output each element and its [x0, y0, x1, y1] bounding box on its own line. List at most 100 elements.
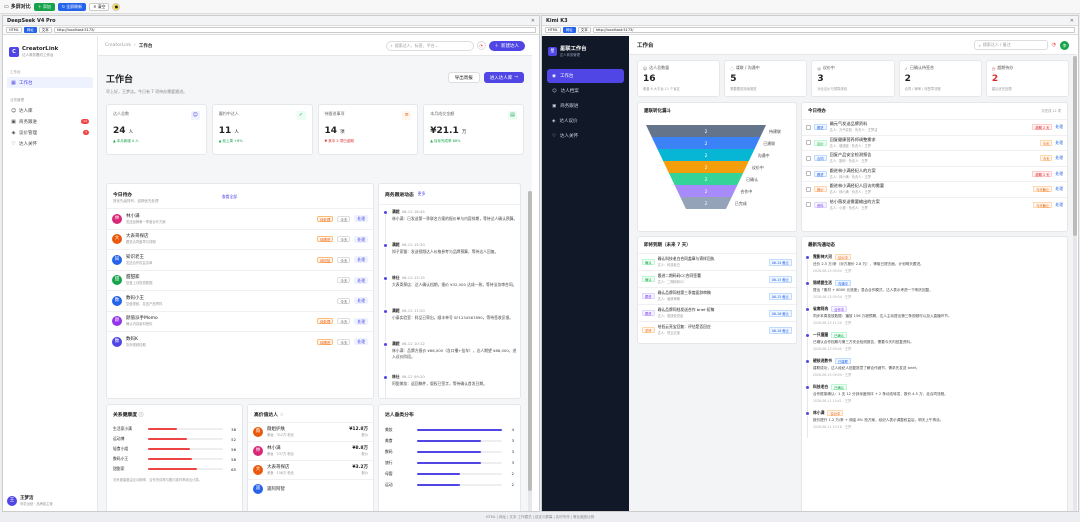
handle-button[interactable]: 处理	[354, 235, 368, 243]
todo-checkbox[interactable]	[806, 202, 811, 208]
todo-row[interactable]: 跟进 跟进林小满经纪人的方案 达人：林小满 · 负责人：王梦 超期 2 天处理	[802, 165, 1067, 182]
main-content: 工作台 ⌕ 搜索达人 / 备注 ◔ 李 ☺ 达人总数量 16 覆盖 6 大平台 11 个…	[629, 36, 1077, 511]
deadline-row[interactable]: 确认 确认科技老白合同盖章与寄样回执 达人：科技老白 06-14 截止	[638, 253, 796, 270]
todo-row[interactable]: 知知识老王 发送合作权益清单 待回复 今天 处理	[107, 249, 373, 270]
mode-html-tab[interactable]: HTML	[545, 27, 561, 33]
url-input[interactable]: http://localhost:5173/	[53, 27, 536, 33]
mode-web-tab[interactable]: 网址	[562, 27, 576, 33]
deadline-date: 06-16 截止	[768, 309, 792, 317]
todo-checkbox[interactable]	[806, 186, 811, 192]
handle-link[interactable]: 处理	[1055, 124, 1063, 130]
sidebar-item-profiles[interactable]: ☺ 达人档案	[552, 88, 579, 95]
star-icon: ☆	[279, 413, 284, 418]
todo-checkbox[interactable]	[806, 140, 811, 146]
users-icon: ☺	[190, 111, 200, 120]
sidebar-item-care[interactable]: ♡ 达人关怀	[552, 133, 579, 140]
close-icon[interactable]: ✕	[530, 17, 535, 24]
handle-button[interactable]: 处理	[354, 256, 368, 264]
handle-link[interactable]: 处理	[1055, 186, 1063, 192]
sidebar-item-creators[interactable]: ☺ 达人库	[11, 107, 33, 114]
todo-row[interactable]: 跟进 确元气发送品牌资料 达人：元气实验 · 负责人：王梦洁 超期 2 天处理	[802, 119, 1067, 135]
todo-row[interactable]: 资料 给小薇发送需要输出的方案 达人：小薇 · 负责人：王梦 今天截止 处理	[802, 196, 1067, 213]
close-icon[interactable]: ✕	[1069, 17, 1074, 24]
sidebar-item-dashboard[interactable]: ▦ 工作台	[7, 77, 93, 88]
deadline-row[interactable]: 跟进 确认品牌同档发送合作 brief 初稿 达人：健康说说话 06-16 截止	[638, 304, 796, 321]
status-badge: 待处理	[316, 215, 334, 222]
handle-button[interactable]: 处理	[354, 317, 368, 325]
deadline-row[interactable]: 跟进 确认品牌同档第三季度面辞审稿 达人：面辞审稿 06-15 截止	[638, 287, 796, 304]
todo-row[interactable]: 报价 跟进林小满经纪人回访的需要 达人：林小满 · 负责人：王梦 今天截止 处理	[802, 181, 1067, 197]
avatar: 数	[112, 295, 122, 306]
todo-checkbox[interactable]	[806, 155, 811, 161]
more-link[interactable]: 更多	[417, 191, 426, 196]
sidebar-item-negotiation[interactable]: ◈ 议价管理 3	[11, 129, 89, 136]
user-profile[interactable]: 王王梦洁 商务运营 · 品牌组主管	[7, 495, 53, 507]
deadline-row[interactable]: 确认 跟进二期码码CC合同签署 达人：二期码码CC 06-15 截止	[638, 270, 796, 287]
handle-button[interactable]: 处理	[354, 215, 368, 223]
top-creator-row[interactable]: 林林小满 美妆 · 237万 粉丝 ¥8.8万 报价	[248, 441, 373, 460]
enter-library-button[interactable]: 进入达人库 →	[483, 72, 524, 83]
quote-label: 报价	[361, 433, 368, 437]
sidebar-item-dashboard[interactable]: ◉ 工作台	[547, 69, 624, 83]
url-input[interactable]: http://localhost:5173/	[592, 27, 1075, 33]
todo-row[interactable]: 合同 回复产品安全检测报告 达人：数码 · 负责人：王梦 今天 处理	[802, 150, 1067, 166]
creator-name: 科技老白	[813, 384, 829, 389]
todo-checkbox[interactable]	[806, 171, 811, 177]
type-badge: 议价	[814, 139, 827, 146]
due-badge: 今天	[337, 297, 351, 304]
top-creator-row[interactable]: 薇薇姐护肤 美妆 · 312万 粉丝 ¥12.8万 报价	[248, 422, 373, 441]
export-report-button[interactable]: 导出周报	[447, 72, 480, 83]
mode-web-tab[interactable]: 网址	[23, 27, 37, 33]
avatar[interactable]: 李	[1060, 40, 1069, 50]
search-input[interactable]: ⌕ 搜索达人、标签、平台...	[385, 40, 474, 51]
sun-icon: ●	[114, 4, 119, 9]
refresh-all-button[interactable]: ↻ 全屏刷新	[57, 2, 87, 11]
timestamp: 2026-06-13 11:20 · 王梦	[813, 321, 852, 325]
dashboard-icon: ▦	[11, 79, 16, 86]
handle-link[interactable]: 处理	[1055, 139, 1063, 145]
avatar: 颜	[112, 316, 122, 327]
sidebar-item-care[interactable]: ♡ 达人关怀	[11, 140, 37, 147]
top-creator-row[interactable]: 大大表哥探店 美食 · 156万 粉丝 ¥3.2万 报价	[248, 460, 373, 479]
scrollbar[interactable]	[528, 191, 532, 511]
search-input[interactable]: ⌕ 搜索达人 / 备注	[973, 40, 1048, 50]
handle-link[interactable]: 处理	[1055, 155, 1063, 161]
breadcrumb[interactable]: CreatorLink	[105, 43, 132, 48]
sidebar-item-followup[interactable]: ▣ 商务跟进 14	[11, 118, 89, 125]
type-badge: 合同	[814, 155, 827, 162]
app-title: ▭ 多屏对比	[4, 3, 31, 11]
deadline-row[interactable]: 关怀 给低云亮宝回复：评估是否回应 达人：低云亮宝 06-18 截止	[638, 321, 796, 338]
todo-row[interactable]: 甜甜甜家 复盘上月投放数据 今天 处理	[107, 269, 373, 291]
todo-row[interactable]: 议价 回复健康营养师调整需求 达人：健康营 · 负责人：王梦 今天 处理	[802, 134, 1067, 151]
todo-row[interactable]: 大大表哥探店 跟进合同盖章与排期 待跟进 今天 处理	[107, 228, 373, 250]
clear-button[interactable]: ✕ 清空	[89, 2, 110, 11]
sidebar-item-followup[interactable]: ▣ 商务跟进	[552, 103, 579, 110]
handle-button[interactable]: 处理	[354, 338, 368, 346]
handle-button[interactable]: 处理	[354, 297, 368, 305]
mode-text-tab[interactable]: 文本	[38, 27, 52, 33]
sidebar-item-negotiation[interactable]: ◈ 达人议价	[552, 118, 578, 125]
bell-icon[interactable]: ◔	[476, 41, 486, 50]
timeline-dot	[806, 308, 809, 311]
creator-name: 数码小王	[126, 295, 144, 301]
todo-row[interactable]: 林林小满 发送品牌第一季度合作方案 待处理 今天 处理	[107, 208, 373, 229]
handle-link[interactable]: 处理	[1055, 170, 1063, 176]
todo-row[interactable]: 数数码小王 复盘视频，发送产品寄样 今天 处理	[107, 290, 373, 311]
handle-link[interactable]: 处理	[1055, 201, 1063, 207]
todo-row[interactable]: 颜颜值派手Momo 确认内容素材授权 待处理 今天 处理	[107, 310, 373, 332]
scrollbar[interactable]	[1073, 56, 1077, 511]
add-button[interactable]: ＋添加	[33, 2, 55, 11]
timeline-item: 林仕 06-12 13:15 大表哥探店：达人确认档期，报价 ¥32,000 达成一…	[379, 275, 520, 308]
new-creator-button[interactable]: ＋新建达人	[488, 40, 525, 51]
mode-html-tab[interactable]: HTML	[6, 27, 22, 33]
health-row: 生活家小满 38	[113, 424, 236, 434]
bell-icon[interactable]: ◔	[1051, 42, 1056, 48]
top-creator-row[interactable]: 遥遥阿阿智	[248, 479, 373, 498]
todo-checkbox[interactable]	[806, 124, 811, 130]
funnel-stage	[657, 149, 755, 161]
view-all-link[interactable]: 查看全部	[221, 194, 237, 199]
todo-row[interactable]: 数数码K 协商视频档期 待跟进 今天 处理	[107, 331, 373, 352]
handle-button[interactable]: 处理	[354, 276, 368, 284]
theme-toggle[interactable]: ●	[112, 2, 121, 11]
mode-text-tab[interactable]: 文本	[577, 27, 591, 33]
